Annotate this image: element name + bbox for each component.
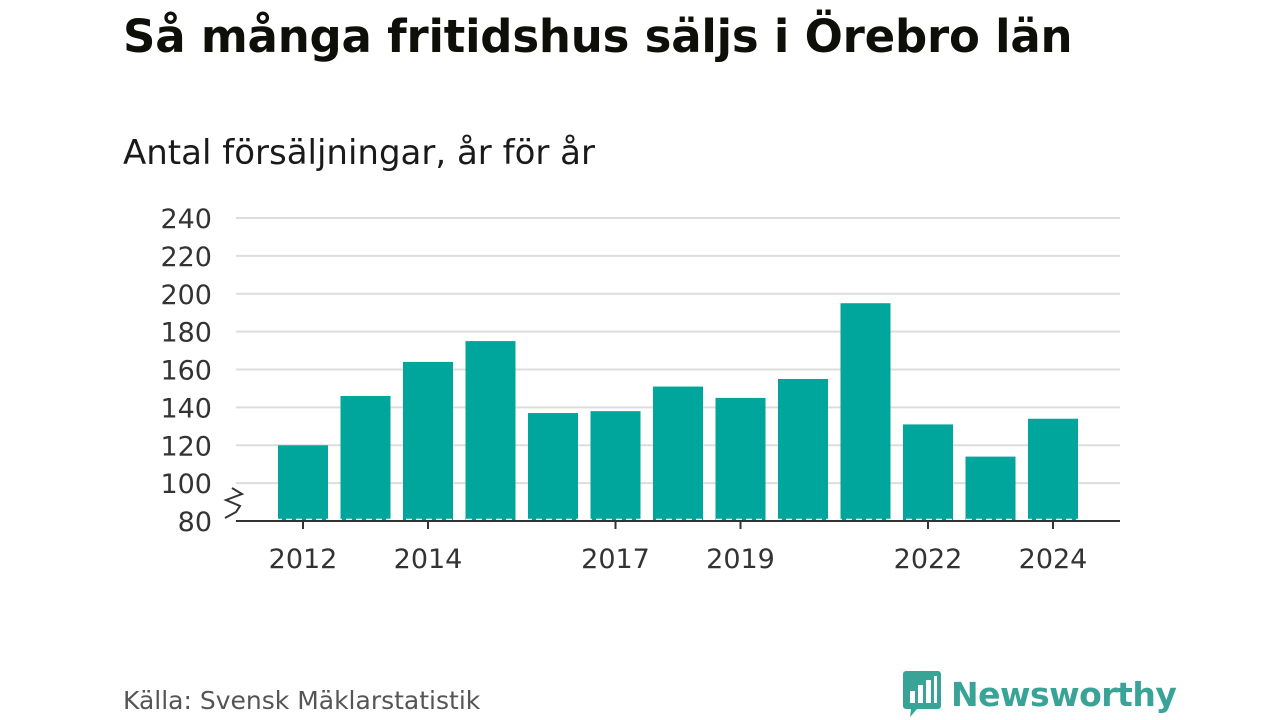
chart-subtitle: Antal försäljningar, år för år <box>123 133 595 173</box>
bar <box>340 396 391 521</box>
x-tick-label: 2019 <box>706 544 775 575</box>
y-tick-label: 220 <box>160 242 212 273</box>
axes: 80 100 120 140 160 180 200 220 240 2012 2014 2017 20… <box>160 204 1120 575</box>
y-tick-label: 100 <box>160 469 212 500</box>
bar <box>590 411 641 521</box>
bar <box>653 386 703 521</box>
bar <box>965 456 1016 521</box>
y-tick-label: 160 <box>160 356 212 387</box>
bars <box>278 303 1078 521</box>
y-tick-label: 120 <box>160 431 212 462</box>
bar <box>1028 418 1078 521</box>
bar <box>840 303 891 521</box>
source-note: Källa: Svensk Mäklarstatistik <box>123 686 481 715</box>
chart-title: Så många fritidshus säljs i Örebro län <box>123 10 1073 63</box>
y-tick-label: 80 <box>178 507 212 538</box>
x-tick-label: 2024 <box>1019 544 1088 575</box>
bar <box>715 397 766 521</box>
axis-break-icon <box>223 487 245 519</box>
y-tick-label: 180 <box>160 318 212 349</box>
brand-logo: Newsworthy <box>903 670 1177 718</box>
y-tick-label: 200 <box>160 280 212 311</box>
bar-chart-speech-bubble-icon <box>903 671 941 717</box>
bar <box>465 341 516 521</box>
y-tick-label: 140 <box>160 393 212 424</box>
bar <box>403 361 453 521</box>
bar <box>278 445 328 521</box>
brand-name: Newsworthy <box>951 674 1177 714</box>
bar <box>903 424 953 521</box>
x-tick-label: 2017 <box>581 544 650 575</box>
x-tick-label: 2022 <box>894 544 963 575</box>
y-tick-label: 240 <box>160 204 212 235</box>
bar <box>528 413 578 521</box>
x-tick-label: 2014 <box>394 544 463 575</box>
bar <box>778 378 828 521</box>
x-tick-label: 2012 <box>269 544 338 575</box>
